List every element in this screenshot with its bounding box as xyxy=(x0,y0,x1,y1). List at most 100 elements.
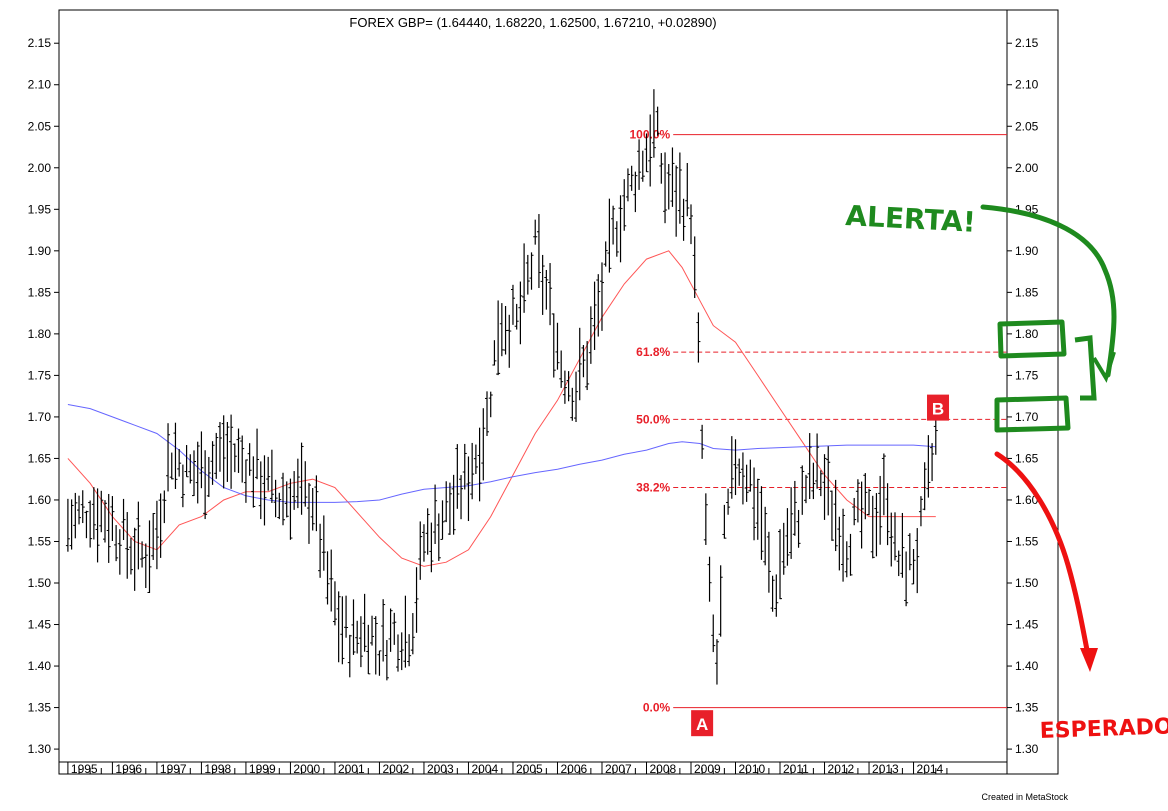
fib-label: 38.2% xyxy=(636,481,670,495)
price-bar xyxy=(436,513,441,561)
price-bar xyxy=(881,453,886,516)
price-bar xyxy=(151,513,156,560)
price-bar xyxy=(674,165,679,237)
y-tick-label-right: 1.45 xyxy=(1015,618,1039,632)
x-tick-label: 1997 xyxy=(160,762,187,776)
price-bar xyxy=(114,525,119,562)
price-bar xyxy=(651,89,656,158)
price-bar xyxy=(143,543,148,589)
x-tick-label: 2001 xyxy=(338,762,365,776)
price-bar xyxy=(574,371,579,423)
chart-title: FOREX GBP= (1.64440, 1.68220, 1.62500, 1… xyxy=(349,15,716,30)
price-bar xyxy=(344,595,349,638)
alerta-arrow xyxy=(980,204,1117,378)
price-bar xyxy=(599,262,604,331)
price-bar xyxy=(759,486,764,560)
price-bar xyxy=(566,371,571,402)
y-tick-label-right: 2.00 xyxy=(1015,161,1039,175)
x-tick-label: 2004 xyxy=(471,762,498,776)
price-bar xyxy=(69,499,74,550)
price-bar xyxy=(885,483,890,546)
price-bar xyxy=(269,449,274,503)
price-bar xyxy=(611,205,616,245)
price-bar xyxy=(125,512,130,579)
price-bar xyxy=(210,441,215,485)
price-bar xyxy=(433,484,438,545)
y-tick-label-right: 1.65 xyxy=(1015,451,1039,465)
price-bar xyxy=(737,458,742,486)
price-bar xyxy=(829,490,834,541)
price-bar xyxy=(525,254,530,295)
price-bar xyxy=(514,303,519,330)
price-bar xyxy=(889,512,894,567)
price-bar xyxy=(733,439,738,496)
price-bar xyxy=(548,263,553,326)
price-bar xyxy=(180,464,185,508)
fib-label: 50.0% xyxy=(636,412,670,426)
price-bar xyxy=(692,236,697,299)
y-tick-label-right: 1.80 xyxy=(1015,327,1039,341)
price-bar xyxy=(95,488,100,563)
price-bar xyxy=(789,487,794,559)
price-bar xyxy=(251,456,256,508)
price-bar xyxy=(807,433,812,500)
price-bar xyxy=(258,461,263,520)
y-tick-label: 1.35 xyxy=(28,701,52,715)
price-bar xyxy=(403,595,408,668)
price-bar xyxy=(236,428,241,473)
price-bar xyxy=(117,529,122,575)
price-bar xyxy=(266,456,271,491)
price-bar xyxy=(121,498,126,541)
price-bar xyxy=(544,269,549,310)
price-bar xyxy=(711,614,716,653)
price-bar xyxy=(377,650,382,676)
price-bar xyxy=(700,424,705,459)
price-bar xyxy=(796,509,801,548)
x-tick-label: 2005 xyxy=(516,762,543,776)
price-bar xyxy=(551,313,556,378)
price-bar xyxy=(243,459,248,503)
price-bar xyxy=(915,528,920,594)
x-tick-label: 1999 xyxy=(249,762,276,776)
x-tick-label: 1996 xyxy=(115,762,142,776)
price-bar xyxy=(362,593,367,652)
price-bar xyxy=(288,478,293,540)
price-bar xyxy=(663,152,668,224)
price-bar xyxy=(440,500,445,540)
price-bar xyxy=(778,529,783,600)
price-bar xyxy=(154,500,159,570)
price-bar xyxy=(184,445,189,478)
price-bar xyxy=(837,516,842,571)
price-bar xyxy=(110,496,115,541)
price-bar xyxy=(655,106,660,136)
price-bar xyxy=(755,478,760,540)
price-bar xyxy=(625,168,630,202)
moving-average-line xyxy=(67,250,936,567)
price-bar xyxy=(177,449,182,477)
price-bar xyxy=(195,441,200,504)
price-bar xyxy=(214,432,219,479)
price-bar xyxy=(73,492,78,539)
price-bar xyxy=(892,512,897,561)
y-tick-label-right: 2.10 xyxy=(1015,78,1039,92)
price-bar xyxy=(766,531,771,593)
price-bar xyxy=(577,327,582,401)
price-bar xyxy=(229,414,234,489)
price-bar xyxy=(581,345,586,378)
credit-label: Created in MetaStock xyxy=(981,792,1068,802)
price-bar xyxy=(800,465,805,515)
x-tick-label: 2007 xyxy=(605,762,632,776)
price-bar xyxy=(785,508,790,566)
esperado-label: ESPERADO xyxy=(1039,714,1168,744)
price-bar xyxy=(603,241,608,267)
price-bar xyxy=(770,575,775,612)
price-bar xyxy=(336,591,341,663)
price-bar xyxy=(77,495,82,525)
x-tick-label: 1998 xyxy=(204,762,231,776)
price-bar xyxy=(255,428,260,480)
price-bar xyxy=(221,415,226,489)
x-tick-label: 2013 xyxy=(872,762,899,776)
y-tick-label-right: 1.35 xyxy=(1015,701,1039,715)
price-bar xyxy=(273,479,278,518)
price-bar xyxy=(162,490,167,524)
